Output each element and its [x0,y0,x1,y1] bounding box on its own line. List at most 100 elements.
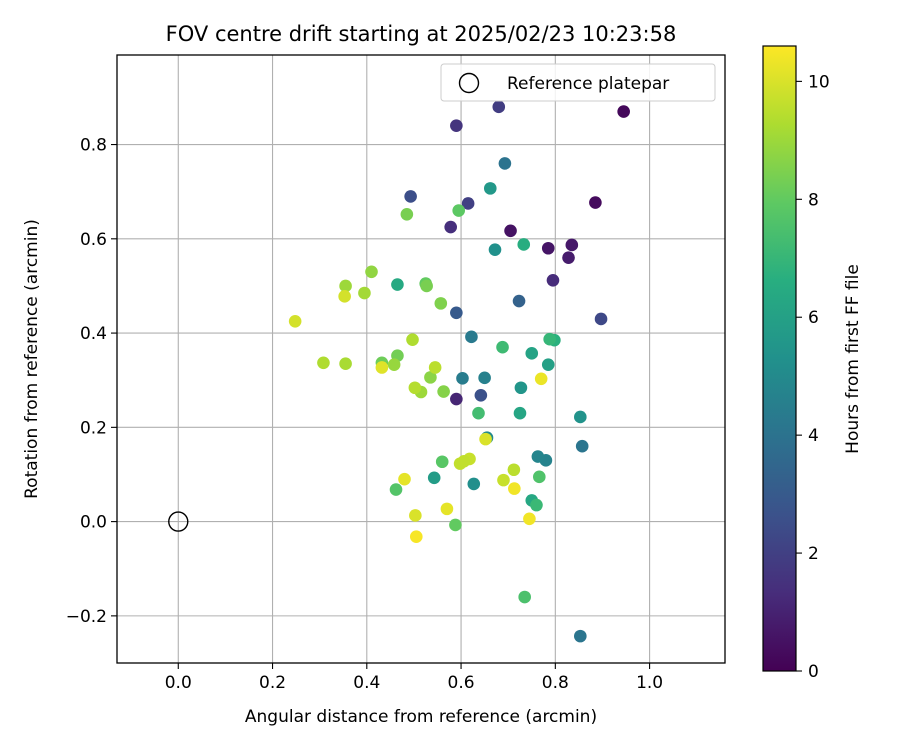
data-point [389,483,403,496]
data-point [574,629,587,643]
legend-box [440,63,716,102]
y-tick-label: 0.0 [80,513,107,533]
x-tick-label: 0.4 [353,673,380,693]
data-point [479,432,492,446]
data-point [541,358,555,371]
colorbar-tick-label: 10 [808,72,830,92]
data-point [543,332,556,346]
y-tick-label: 0.4 [80,324,107,344]
data-point [589,196,602,209]
x-tick-label: 0.8 [542,673,569,693]
data-point [467,477,481,491]
colorbar-tick-label: 2 [808,544,819,564]
data-point [546,273,560,287]
data-point [437,385,450,398]
data-point [398,472,411,486]
data-point [496,340,509,354]
data-point [450,392,463,406]
data-point [288,314,302,328]
data-point [574,410,587,424]
data-point [409,509,422,522]
data-point [456,372,469,385]
legend-label: Reference platepar [507,74,669,94]
data-point [488,243,502,256]
x-tick-label: 0.0 [165,673,192,693]
data-point [465,330,478,344]
data-point [400,208,414,221]
data-point [391,278,404,291]
x-tick-label: 0.2 [259,673,286,693]
y-tick-label: 0.6 [80,230,107,250]
data-point [449,518,462,532]
data-point [497,473,510,487]
reference-platepar-marker [168,511,189,532]
data-point [434,297,448,310]
colorbar-label: Hours from first FF file [843,264,863,454]
data-point [525,347,539,360]
data-point [534,372,548,386]
data-point [358,286,371,300]
chart-title: FOV centre drift starting at 2025/02/23 … [166,22,677,46]
data-point [338,290,351,303]
colorbar: 0 2 4 6 8 10 Hours from first FF file [762,45,863,682]
data-point [404,190,417,203]
colorbar-tick-label: 4 [808,426,819,446]
plot-frame [116,54,726,664]
data-point [518,590,531,604]
colorbar-tick-label: 0 [808,662,819,682]
data-point [450,306,463,320]
data-point [444,220,457,234]
data-point [317,356,330,370]
x-axis-label: Angular distance from reference (arcmin) [245,707,597,727]
data-point [406,333,419,346]
y-axis-ticks: −0.2 0.0 0.2 0.4 0.6 0.8 [66,136,117,627]
data-point [514,381,528,395]
legend-reference-marker-icon [458,72,480,94]
x-axis-ticks: 0.0 0.2 0.4 0.6 0.8 1.0 [165,663,663,693]
reference-marker-group [168,511,189,532]
data-point [533,470,546,484]
data-point [492,100,506,114]
y-tick-label: 0.8 [80,136,107,156]
data-points [288,100,630,643]
data-point [457,454,471,468]
grid-lines [117,55,725,663]
data-point [424,371,437,384]
data-point [498,157,512,170]
data-point [365,265,378,279]
data-point [541,241,555,255]
data-point [517,238,531,251]
data-point [339,279,352,293]
data-point [420,279,433,293]
data-point [507,463,521,477]
data-point [474,388,488,402]
y-tick-label: 0.2 [80,418,107,438]
data-point [408,381,422,395]
data-point [617,105,630,118]
data-point [478,371,491,385]
data-point [594,312,608,326]
data-point [450,119,463,132]
data-point [504,224,517,238]
data-point [483,182,497,195]
data-point [575,439,589,453]
legend: Reference platepar [440,63,716,102]
data-point [440,502,454,516]
colorbar-tick-label: 8 [808,190,819,210]
data-point [508,482,521,495]
data-point [387,358,401,371]
data-point [427,471,441,485]
data-point [428,361,442,374]
data-point [339,357,352,371]
x-tick-label: 1.0 [636,673,663,693]
data-point [472,406,485,420]
data-point [523,512,536,526]
y-axis-label: Rotation from reference (arcmin) [22,219,42,499]
data-point [565,238,579,252]
colorbar-ticks: 0 2 4 6 8 10 [796,72,830,682]
data-point [562,251,575,264]
data-point [409,530,423,543]
data-point [531,450,545,463]
y-tick-label: −0.2 [66,607,107,627]
